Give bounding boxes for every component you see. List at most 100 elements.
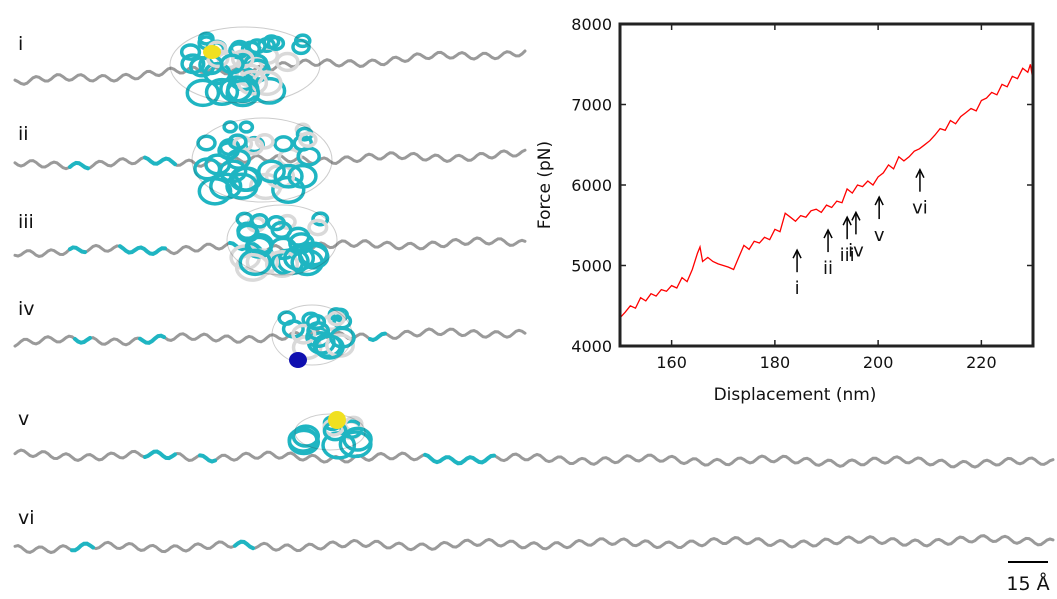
annotation-label: i (795, 278, 800, 299)
protein-chain (13, 148, 527, 171)
protein-loop (266, 35, 286, 51)
protein-loop (287, 427, 319, 453)
protein-loop (180, 53, 206, 75)
chain-segment (68, 245, 87, 255)
panel-label: v (18, 408, 29, 430)
protein-loop (222, 120, 239, 134)
x-tick-label: 180 (760, 353, 791, 372)
chain-segment (73, 336, 92, 345)
annotation-label: iii (840, 245, 855, 266)
protein-loop (290, 248, 324, 277)
protein-loop (204, 153, 232, 176)
panel-label: ii (18, 123, 29, 145)
protein-loop (342, 426, 373, 452)
chain-segment (68, 160, 90, 171)
protein-outline (226, 204, 338, 276)
y-tick-label: 4000 (571, 337, 612, 356)
chain-segment (118, 244, 167, 256)
y-tick-label: 6000 (571, 176, 612, 195)
helix (328, 411, 346, 429)
y-tick-label: 8000 (571, 15, 612, 34)
x-tick-label: 220 (966, 353, 997, 372)
protein-loop (307, 218, 329, 237)
y-axis-label: Force (pN) (535, 141, 555, 229)
chain-segment (143, 155, 177, 167)
arrow-head (851, 210, 861, 221)
arrow-head (823, 228, 833, 239)
arrow-head (874, 195, 884, 206)
protein-loop (327, 310, 346, 327)
x-tick-label: 160 (656, 353, 687, 372)
protein-loop (291, 323, 317, 345)
helix (289, 352, 307, 368)
annotation-label: v (874, 225, 885, 246)
protein-loop (197, 31, 215, 46)
annotation-label: vi (912, 198, 928, 219)
arrow-head (792, 248, 802, 259)
protein-loop (311, 211, 330, 227)
protein-loop (228, 166, 261, 193)
protein-loop (257, 159, 286, 184)
panel-label: iv (18, 298, 35, 320)
panel-label: i (18, 33, 23, 55)
protein-loop (235, 211, 254, 227)
protein-snapshots (13, 26, 1055, 555)
protein-chain (13, 534, 1055, 555)
protein-loop (204, 77, 240, 107)
protein-loop (196, 134, 217, 152)
protein-outline (169, 26, 321, 104)
protein-loop (298, 243, 330, 270)
protein-loop (287, 163, 318, 189)
protein-loop (185, 78, 221, 108)
protein-outline (191, 117, 333, 203)
protein-loop (331, 307, 349, 323)
protein-chain (13, 327, 527, 348)
x-axis-label: Displacement (nm) (714, 385, 877, 405)
protein-loop (227, 133, 248, 151)
protein-loop (238, 120, 255, 134)
chain-segment (143, 449, 177, 461)
protein-loop (298, 131, 318, 148)
protein-loop (283, 244, 316, 272)
protein-loop (296, 146, 321, 167)
plot-frame (618, 22, 1035, 348)
protein-loop (225, 78, 261, 108)
chain-segment (70, 541, 95, 553)
chain-segment (198, 453, 217, 464)
x-tick-label: 200 (863, 353, 894, 372)
protein-loop (179, 43, 202, 61)
chain-segment (368, 331, 387, 343)
arrow-head (842, 215, 852, 226)
protein-loop (219, 75, 253, 103)
chain-segment (233, 539, 255, 551)
protein-loop (252, 76, 287, 105)
protein-chain (13, 448, 1055, 469)
protein-loop (254, 133, 275, 150)
protein-outline (271, 304, 353, 366)
protein-loop (291, 38, 311, 56)
protein-loop (275, 51, 300, 73)
protein-loop (273, 163, 304, 189)
annotation-label: ii (823, 258, 833, 279)
protein-loop (273, 135, 294, 153)
y-tick-label: 7000 (571, 96, 612, 115)
protein-loop (314, 334, 345, 360)
panel-label: iii (18, 211, 34, 233)
chain-segment (423, 452, 496, 466)
arrow-head (915, 168, 925, 179)
annotation-label: iv (848, 240, 864, 261)
data-line (619, 64, 1034, 319)
protein-loop (238, 248, 273, 277)
protein-loop (306, 313, 327, 331)
panel-label: vi (18, 507, 35, 529)
protein-loop (209, 172, 243, 200)
protein-loop (219, 53, 245, 75)
chain-segment (138, 333, 166, 345)
helix (203, 45, 221, 59)
scale-bar-label: 15 Å (1006, 572, 1049, 595)
y-tick-label: 5000 (571, 257, 612, 276)
protein-outline (294, 413, 366, 451)
protein-loop (266, 215, 287, 232)
